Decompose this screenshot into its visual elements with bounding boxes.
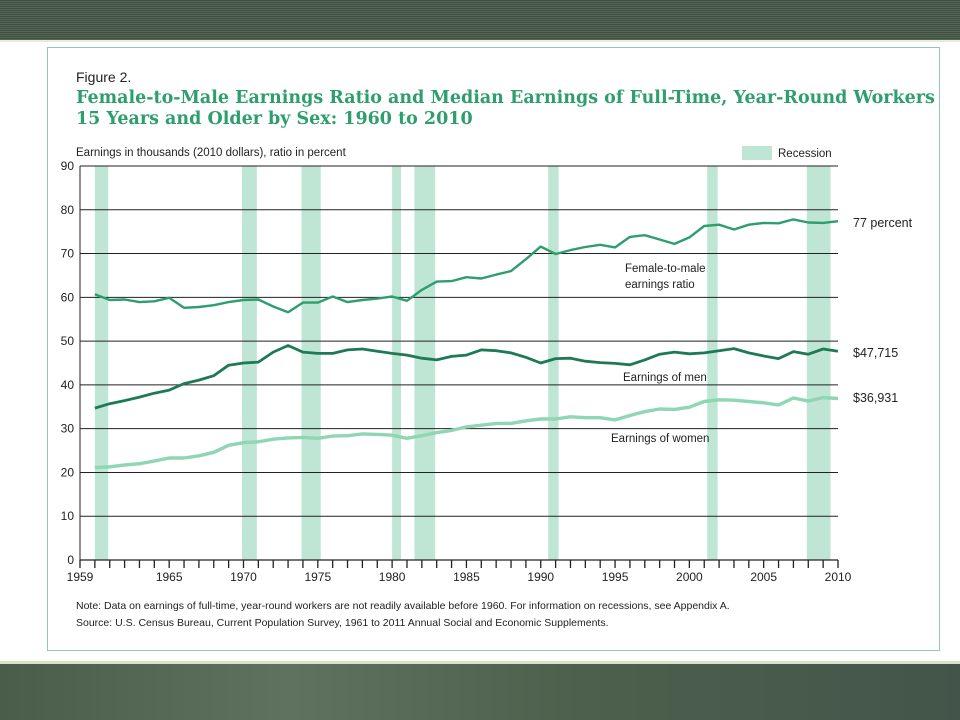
y-tick-label: 50 <box>61 334 75 348</box>
x-tick-label: 1970 <box>230 570 257 584</box>
y-tick-label: 20 <box>61 465 75 479</box>
top-decorative-band <box>0 0 960 40</box>
y-tick-label: 10 <box>61 509 75 523</box>
y-tick-label: 40 <box>61 378 75 392</box>
y-tick-label: 0 <box>67 553 74 567</box>
chart-source: Source: U.S. Census Bureau, Current Popu… <box>76 617 609 629</box>
recession-bands <box>94 166 831 560</box>
y-tick-label: 60 <box>61 290 75 304</box>
recession-band <box>392 166 402 560</box>
x-tick-label: 1995 <box>602 570 629 584</box>
x-tick-label: 1990 <box>527 570 554 584</box>
y-tick-label: 30 <box>61 422 75 436</box>
chart-title-line-1: Female-to-Male Earnings Ratio and Median… <box>76 88 935 108</box>
chart-title-line-2: 15 Years and Older by Sex: 1960 to 2010 <box>76 109 473 129</box>
chart-note: Note: Data on earnings of full-time, yea… <box>76 600 730 612</box>
women-series-label: Earnings of women <box>611 433 709 445</box>
figure-frame <box>47 47 940 651</box>
y-tick-label: 80 <box>61 203 75 217</box>
x-tick-label: 1959 <box>67 570 94 584</box>
series-end-label: 77 percent <box>853 216 913 230</box>
bottom-rule <box>0 661 960 664</box>
recession-band <box>707 166 718 560</box>
x-tick-label: 1985 <box>453 570 480 584</box>
y-tick-label: 70 <box>61 247 75 261</box>
recession-band <box>548 166 559 560</box>
top-rule <box>0 40 960 42</box>
x-tick-label: 1975 <box>304 570 331 584</box>
men-series-label: Earnings of men <box>623 372 707 384</box>
men-earnings-line <box>94 344 839 410</box>
figure-label: Figure 2. <box>76 69 132 85</box>
recession-band <box>301 166 321 560</box>
recession-band <box>806 166 831 560</box>
recession-band <box>94 166 109 560</box>
axes: 0 10 20 30 40 50 60 70 80 90 1959 1965 1970 1975 1980 1… <box>61 159 852 584</box>
x-tick-label: 1980 <box>379 570 406 584</box>
gridlines <box>80 165 838 561</box>
recession-band <box>414 166 436 560</box>
y-axis-label: Earnings in thousands (2010 dollars), ra… <box>76 147 347 159</box>
ratio-series-label: Female-to-male earnings ratio <box>625 263 706 291</box>
women-earnings-line <box>94 395 839 470</box>
chart-labels: Earnings in thousands (2010 dollars), ra… <box>76 146 913 445</box>
x-tick-label: 2010 <box>825 570 852 584</box>
series-lines <box>94 218 839 470</box>
x-tick-label: 2000 <box>676 570 703 584</box>
y-tick-label: 90 <box>61 159 75 173</box>
bottom-decorative-band <box>0 664 960 720</box>
series-end-label: $47,715 <box>853 346 898 360</box>
recession-legend-swatch <box>742 146 772 160</box>
x-tick-label: 1965 <box>156 570 183 584</box>
series-end-label: $36,931 <box>853 391 898 405</box>
ratio-line <box>94 218 839 314</box>
recession-legend-label: Recession <box>778 148 832 160</box>
x-tick-label: 2005 <box>750 570 777 584</box>
